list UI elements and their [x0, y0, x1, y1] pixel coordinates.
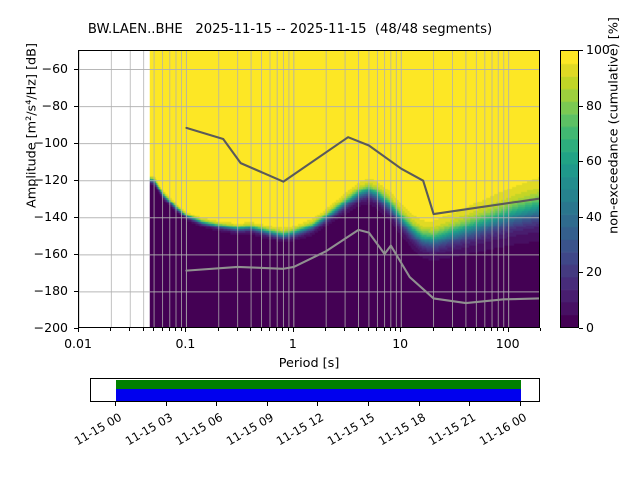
y-tick-mark [74, 68, 78, 70]
x-tick-mark [464, 328, 466, 331]
y-tick-mark [74, 216, 78, 218]
x-tick-mark [129, 328, 131, 331]
y-tick-mark [74, 328, 78, 330]
x-tick-mark [507, 328, 509, 332]
y-tick-label: −140 [33, 208, 68, 224]
x-tick-mark [153, 328, 155, 331]
x-tick-mark [383, 328, 385, 331]
x-tick-mark [180, 328, 182, 331]
timeline-tick-mark [317, 402, 319, 406]
x-tick-mark [502, 328, 504, 331]
x-tick-mark [161, 328, 163, 331]
y-tick-label: −100 [33, 134, 68, 150]
x-tick-mark [260, 328, 262, 331]
y-tick-label: −200 [33, 320, 68, 335]
y-tick-mark [74, 105, 78, 107]
colorbar-tick-mark [579, 50, 583, 51]
x-tick-mark [250, 328, 252, 331]
colorbar [560, 50, 579, 328]
colorbar-label: non-exceedance (cumulative) [%] [606, 17, 622, 234]
x-tick-mark [344, 328, 346, 331]
x-tick-label: 0.1 [175, 336, 196, 351]
x-tick-mark [432, 328, 434, 331]
timeline-tick-mark [519, 402, 521, 406]
x-tick-mark [357, 328, 359, 331]
timeline-tick-mark [266, 402, 268, 406]
y-tick-mark [74, 253, 78, 255]
axes-inner [79, 51, 539, 327]
x-tick-mark [367, 328, 369, 331]
x-tick-mark [451, 328, 453, 331]
x-tick-mark [185, 328, 187, 332]
x-tick-label: 10 [392, 336, 409, 351]
y-axis-label: Amplitude [m²/s⁴/Hz] [dB] [24, 43, 40, 208]
x-tick-mark [276, 328, 278, 331]
x-tick-mark [497, 328, 499, 331]
colorbar-tick-mark [579, 216, 583, 218]
y-tick-label: −120 [33, 171, 68, 187]
colorbar-tick-label: 40 [586, 208, 602, 224]
timeline-tick-mark [418, 402, 420, 406]
timeline-tick-mark [469, 402, 471, 406]
timeline-tick-mark [368, 402, 370, 406]
y-tick-mark [74, 179, 78, 181]
timeline-tick-mark [216, 402, 218, 406]
x-tick-mark [78, 328, 80, 332]
grid-lines [79, 51, 539, 327]
colorbar-tick-mark [579, 272, 583, 274]
x-tick-label: 0.01 [64, 336, 92, 351]
x-tick-mark [168, 328, 170, 331]
x-tick-mark [395, 328, 397, 331]
coverage-green [115, 379, 521, 389]
y-tick-label: −160 [33, 245, 68, 261]
colorbar-tick-label: 0 [586, 320, 594, 335]
y-tick-label: −60 [41, 60, 68, 76]
page-title: BW.LAEN..BHE 2025-11-15 -- 2025-11-15 (4… [87, 22, 493, 37]
timeline-tick-mark [114, 402, 116, 406]
x-tick-mark [400, 328, 402, 332]
x-tick-mark [483, 328, 485, 331]
coverage-blue [115, 389, 521, 401]
colorbar-tick-label: 20 [586, 264, 602, 280]
x-tick-mark [217, 328, 219, 331]
x-tick-mark [475, 328, 477, 331]
y-tick-label: −180 [33, 282, 68, 298]
y-tick-mark [74, 290, 78, 292]
colorbar-tick-mark [579, 105, 583, 107]
timeline-axes[interactable] [90, 378, 540, 402]
x-tick-label: 1 [288, 336, 297, 351]
x-tick-mark [389, 328, 391, 331]
x-tick-mark [491, 328, 493, 331]
x-axis-label: Period [s] [278, 356, 340, 371]
ppsd-axes[interactable] [78, 50, 540, 328]
x-tick-mark [325, 328, 327, 331]
x-tick-mark [292, 328, 294, 332]
colorbar-gradient [561, 51, 578, 327]
colorbar-tick-mark [579, 161, 583, 163]
ppsd-heatmap [79, 51, 539, 327]
colorbar-tick-label: 80 [586, 97, 602, 113]
y-tick-label: −80 [41, 97, 68, 113]
timeline-tick-mark [165, 402, 167, 406]
x-tick-mark [269, 328, 271, 331]
colorbar-tick-label: 60 [586, 153, 602, 169]
x-tick-mark [282, 328, 284, 331]
x-tick-mark [236, 328, 238, 331]
colorbar-tick-mark [579, 328, 583, 329]
x-tick-mark [540, 328, 542, 331]
x-tick-label: 100 [495, 336, 520, 351]
x-tick-mark [287, 328, 289, 331]
x-tick-mark [175, 328, 177, 331]
colorbar-tick-label: 100 [586, 42, 610, 57]
x-tick-mark [142, 328, 144, 331]
noise-model-lines [185, 126, 539, 305]
x-tick-mark [376, 328, 378, 331]
x-tick-mark [110, 328, 112, 331]
y-tick-mark [74, 142, 78, 144]
